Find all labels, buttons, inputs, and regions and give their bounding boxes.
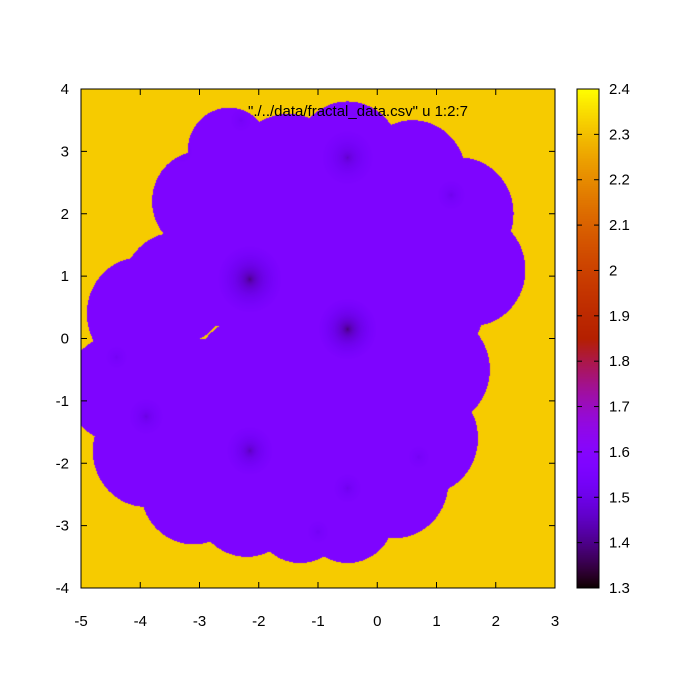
colorbar-tick-label: 2.1 <box>609 217 630 234</box>
x-tick-label: -5 <box>74 613 87 630</box>
colorbar-tick-label: 1.4 <box>609 535 630 552</box>
x-tick-label: -2 <box>252 613 265 630</box>
y-tick-label: 3 <box>61 143 69 160</box>
colorbar-tick-label: 2.2 <box>609 172 630 189</box>
x-tick-label: 1 <box>432 613 440 630</box>
y-tick-label: 1 <box>61 268 69 285</box>
x-tick-label: 3 <box>551 613 559 630</box>
y-tick-label: 2 <box>61 206 69 223</box>
x-tick-label: 2 <box>492 613 500 630</box>
colorbar-tick-label: 1.6 <box>609 444 630 461</box>
x-tick-label: -3 <box>193 613 206 630</box>
colorbar-axis: 1.3 1.4 1.5 1.6 1.7 1.8 1.9 2 2.1 2.2 2.3 2.4 <box>577 81 630 597</box>
y-tick-label: 0 <box>61 331 69 348</box>
colorbar-tick-label: 2 <box>609 262 617 279</box>
colorbar-border <box>576 88 600 589</box>
x-tick-label: -4 <box>134 613 147 630</box>
x-tick-label: 0 <box>373 613 381 630</box>
colorbar-tick-label: 1.3 <box>609 580 630 597</box>
y-axis: -4 -3 -2 -1 0 1 2 3 4 <box>56 81 555 597</box>
colorbar-tick-label: 2.4 <box>609 81 630 98</box>
y-tick-label: 4 <box>61 81 69 98</box>
heatmap-image <box>81 89 555 588</box>
y-tick-label: -3 <box>56 518 69 535</box>
colorbar-tick-label: 1.8 <box>609 353 630 370</box>
y-tick-label: -1 <box>56 393 69 410</box>
x-axis: -5 -4 -3 -2 -1 0 1 2 3 <box>74 89 559 630</box>
plot-title: "./../data/fractal_data.csv" u 1:2:7 <box>248 103 468 120</box>
colorbar-tick-label: 2.3 <box>609 126 630 143</box>
y-tick-label: -2 <box>56 455 69 472</box>
colorbar-image <box>577 89 599 588</box>
y-tick-label: -4 <box>56 580 69 597</box>
colorbar-tick-label: 1.7 <box>609 399 630 416</box>
x-tick-label: -1 <box>311 613 324 630</box>
colorbar-tick-label: 1.5 <box>609 489 630 506</box>
colorbar-tick-label: 1.9 <box>609 308 630 325</box>
